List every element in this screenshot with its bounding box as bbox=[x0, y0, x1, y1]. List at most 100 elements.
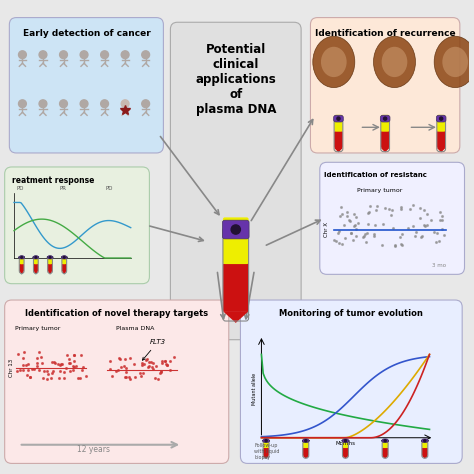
Point bbox=[409, 201, 417, 209]
Point bbox=[347, 229, 355, 237]
Circle shape bbox=[60, 51, 67, 59]
Point bbox=[48, 369, 56, 376]
Point bbox=[27, 374, 34, 381]
Circle shape bbox=[100, 100, 109, 108]
Point bbox=[44, 367, 51, 375]
PathPatch shape bbox=[343, 456, 348, 458]
FancyBboxPatch shape bbox=[302, 439, 309, 443]
Point bbox=[24, 366, 32, 374]
FancyBboxPatch shape bbox=[62, 256, 67, 264]
Point bbox=[430, 228, 438, 236]
PathPatch shape bbox=[48, 272, 53, 274]
Point bbox=[43, 375, 51, 383]
Point bbox=[33, 359, 41, 367]
Point bbox=[70, 357, 78, 365]
Point bbox=[120, 363, 128, 370]
Point bbox=[412, 232, 419, 240]
FancyBboxPatch shape bbox=[263, 439, 270, 443]
Circle shape bbox=[265, 439, 267, 442]
Point bbox=[149, 359, 157, 367]
Circle shape bbox=[80, 51, 88, 59]
FancyBboxPatch shape bbox=[19, 255, 25, 259]
FancyBboxPatch shape bbox=[263, 447, 269, 456]
Circle shape bbox=[100, 51, 109, 59]
Point bbox=[140, 361, 147, 368]
FancyBboxPatch shape bbox=[263, 439, 269, 448]
Point bbox=[148, 363, 155, 371]
Point bbox=[433, 229, 441, 237]
Point bbox=[57, 361, 64, 368]
PathPatch shape bbox=[34, 272, 38, 274]
Point bbox=[130, 360, 137, 368]
Point bbox=[55, 374, 63, 382]
FancyBboxPatch shape bbox=[310, 18, 460, 153]
Point bbox=[163, 361, 171, 369]
FancyBboxPatch shape bbox=[382, 447, 388, 456]
Point bbox=[438, 225, 446, 233]
FancyBboxPatch shape bbox=[223, 218, 248, 264]
Point bbox=[351, 221, 358, 228]
Point bbox=[145, 364, 152, 371]
FancyBboxPatch shape bbox=[19, 264, 24, 272]
Point bbox=[35, 348, 43, 356]
Circle shape bbox=[384, 439, 386, 442]
Point bbox=[66, 359, 74, 366]
Point bbox=[122, 369, 130, 376]
PathPatch shape bbox=[334, 148, 343, 152]
Point bbox=[391, 241, 398, 248]
Circle shape bbox=[424, 439, 426, 442]
Point bbox=[156, 369, 164, 376]
FancyBboxPatch shape bbox=[5, 300, 229, 464]
Point bbox=[146, 362, 153, 370]
Circle shape bbox=[121, 51, 129, 59]
Circle shape bbox=[142, 51, 150, 59]
Point bbox=[157, 367, 165, 375]
Point bbox=[412, 228, 419, 236]
Circle shape bbox=[80, 100, 88, 108]
PathPatch shape bbox=[437, 148, 446, 152]
FancyBboxPatch shape bbox=[382, 439, 388, 448]
FancyBboxPatch shape bbox=[334, 131, 343, 148]
FancyBboxPatch shape bbox=[34, 256, 38, 264]
Point bbox=[79, 366, 86, 374]
Point bbox=[51, 359, 58, 367]
Text: Plasma DNA: Plasma DNA bbox=[116, 326, 155, 331]
PathPatch shape bbox=[62, 272, 67, 274]
Point bbox=[70, 366, 77, 374]
Point bbox=[365, 208, 373, 216]
Text: Primary tumor: Primary tumor bbox=[15, 326, 60, 331]
Point bbox=[121, 374, 129, 381]
Circle shape bbox=[18, 100, 27, 108]
Point bbox=[364, 220, 372, 228]
Point bbox=[79, 364, 87, 371]
Point bbox=[45, 371, 52, 378]
Point bbox=[344, 209, 351, 216]
Point bbox=[19, 354, 27, 362]
Point bbox=[372, 206, 380, 214]
Point bbox=[117, 364, 125, 371]
Point bbox=[343, 212, 351, 219]
Point bbox=[362, 230, 369, 238]
Point bbox=[158, 368, 165, 375]
Point bbox=[332, 237, 340, 245]
Point bbox=[143, 356, 150, 364]
Text: Monitoring of tumor evolution: Monitoring of tumor evolution bbox=[279, 310, 423, 319]
Text: PD: PD bbox=[16, 186, 24, 191]
Point bbox=[397, 240, 405, 247]
Circle shape bbox=[64, 256, 65, 258]
Point bbox=[163, 360, 170, 368]
Point bbox=[421, 222, 429, 229]
FancyBboxPatch shape bbox=[334, 115, 343, 122]
Point bbox=[423, 222, 430, 229]
Circle shape bbox=[383, 117, 387, 120]
Circle shape bbox=[231, 225, 240, 234]
Text: Identification of recurrence: Identification of recurrence bbox=[315, 29, 456, 38]
Point bbox=[27, 374, 34, 381]
FancyBboxPatch shape bbox=[19, 256, 24, 264]
Point bbox=[126, 375, 134, 383]
Point bbox=[432, 238, 439, 246]
Circle shape bbox=[121, 100, 129, 108]
FancyBboxPatch shape bbox=[320, 162, 465, 274]
Point bbox=[137, 372, 145, 379]
Point bbox=[166, 357, 173, 365]
